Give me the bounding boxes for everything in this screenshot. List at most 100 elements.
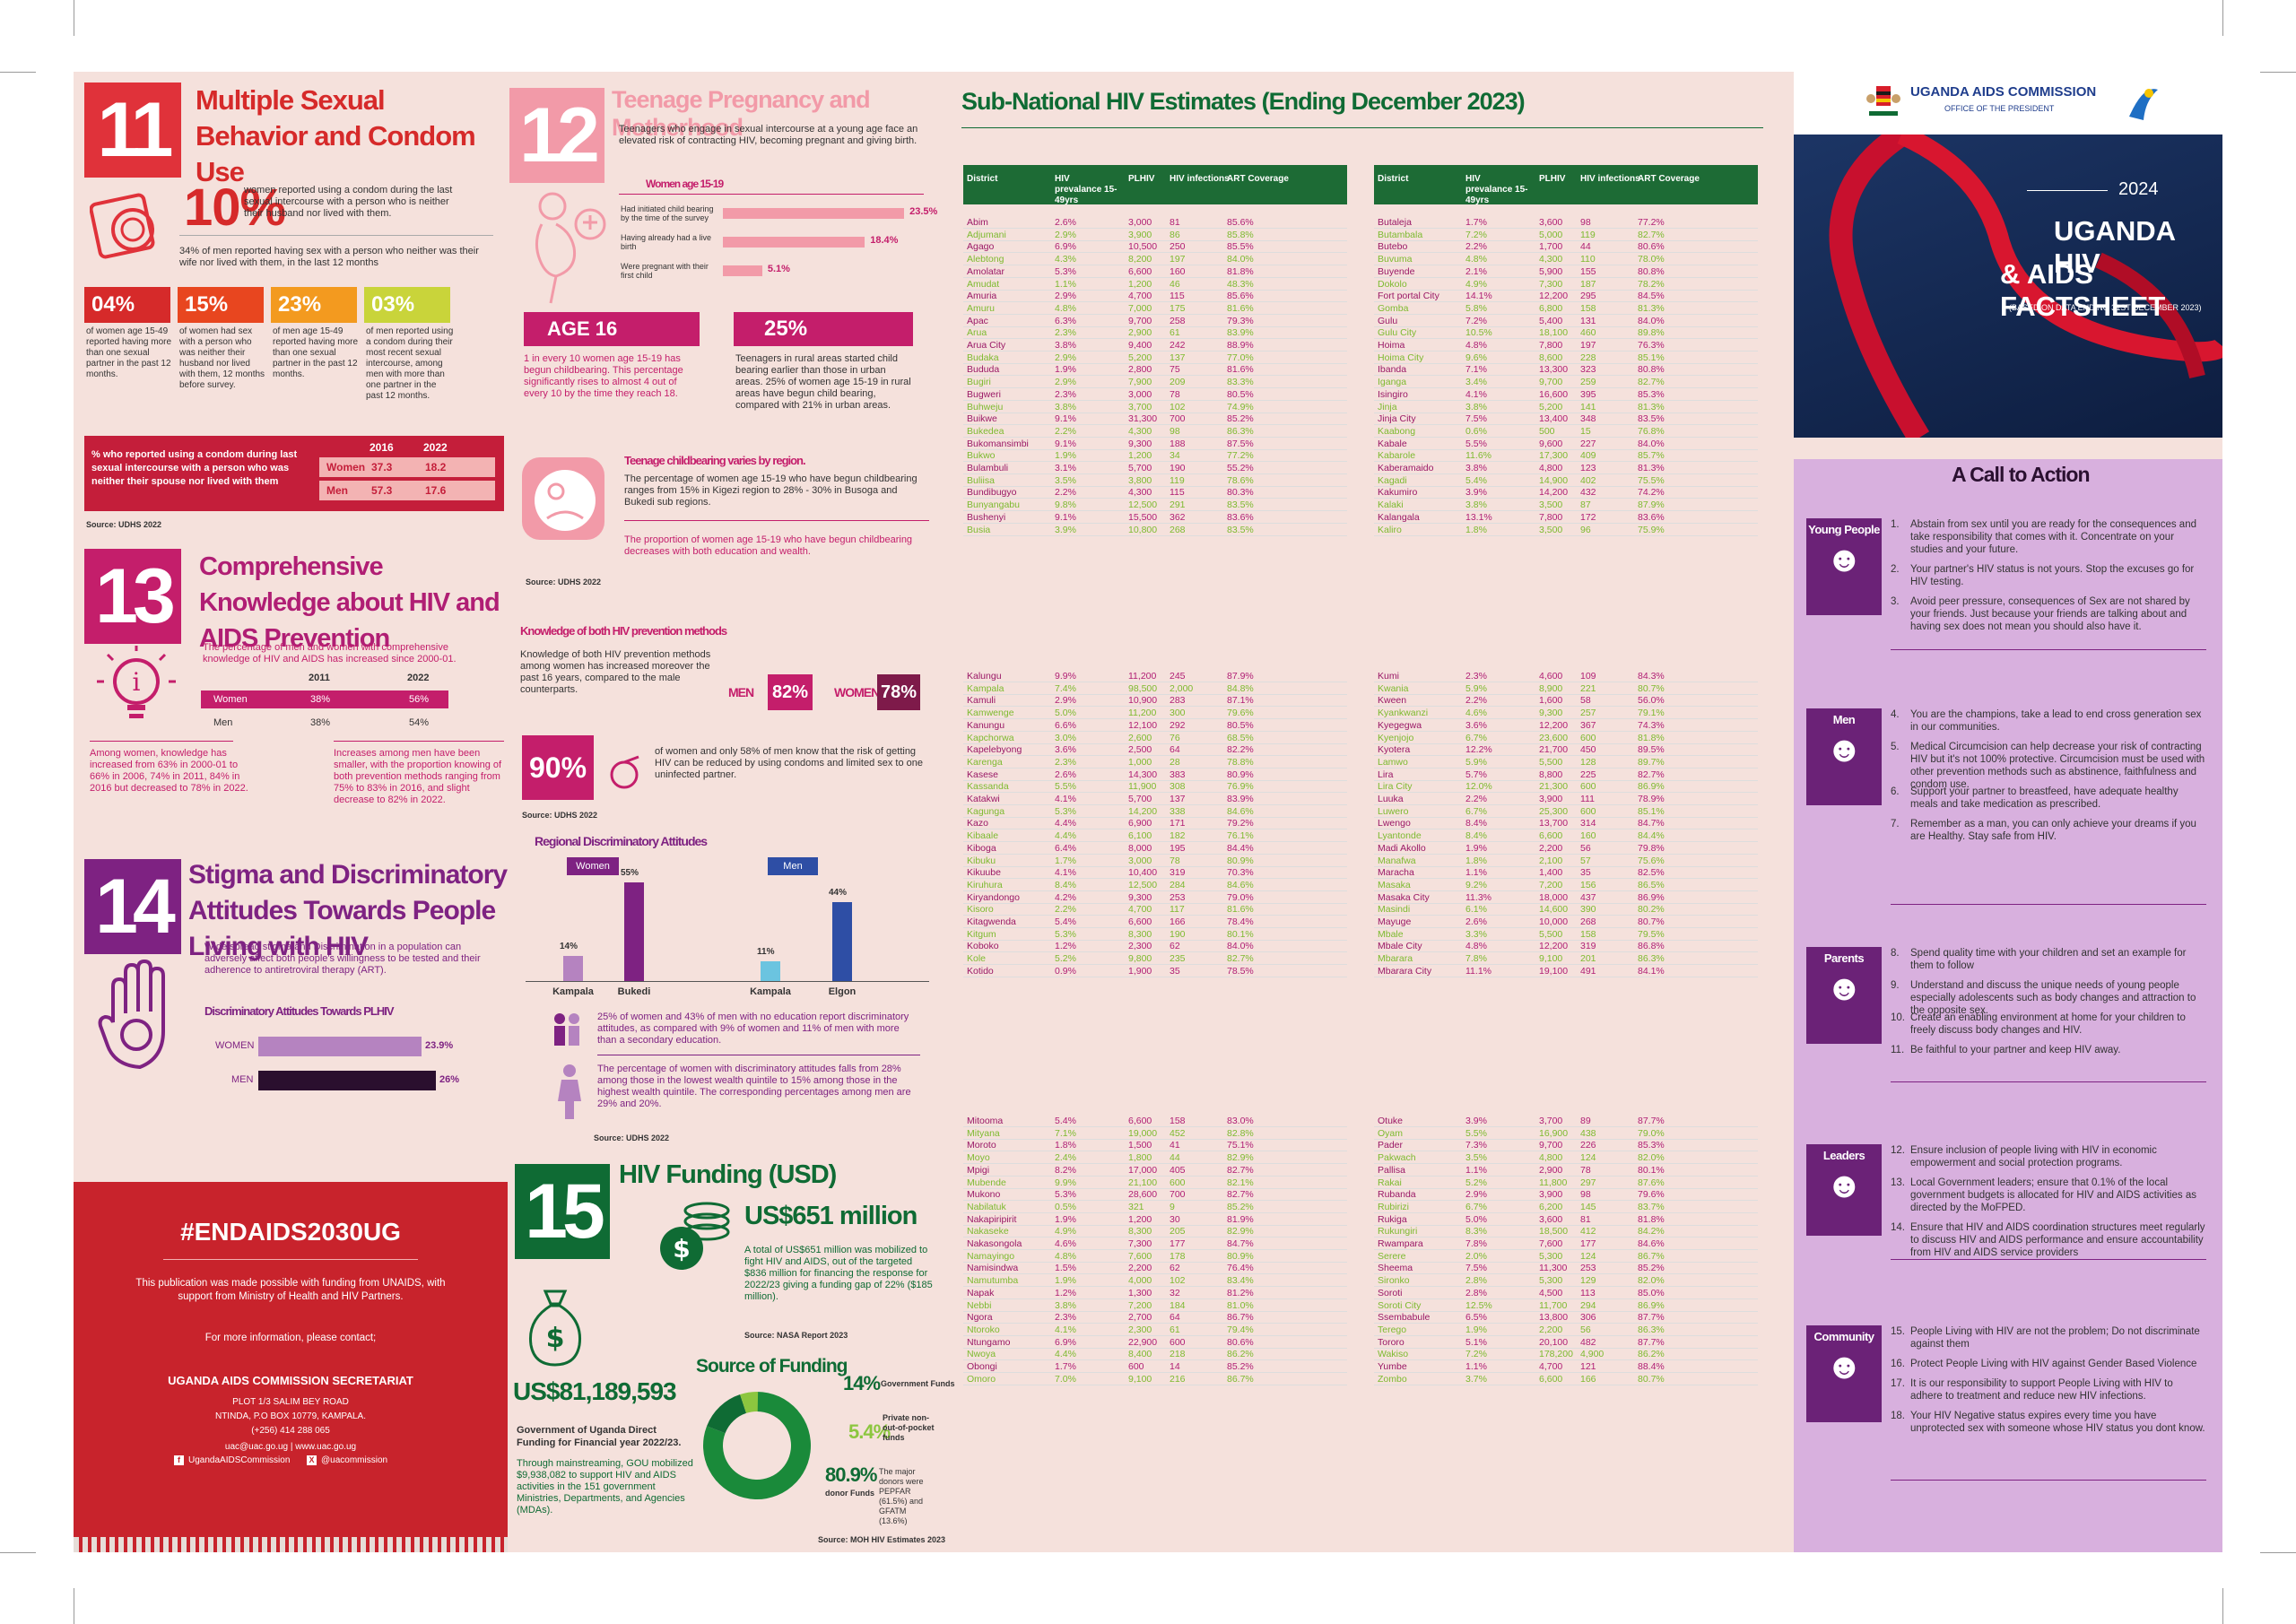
varies-text: The percentage of women age 15-19 who ha… bbox=[624, 473, 918, 508]
table-cell: 395 bbox=[1580, 388, 1596, 400]
table-cell: 87.5% bbox=[1227, 438, 1254, 449]
table-cell: 84.2% bbox=[1638, 1226, 1665, 1238]
table-cell: Kaabong bbox=[1378, 425, 1416, 437]
table-cell: 4.4% bbox=[1055, 1349, 1076, 1360]
cta-item-text: Spend quality time with your children an… bbox=[1910, 948, 2187, 971]
women-value: 23.9% bbox=[425, 1040, 454, 1051]
table-cell: 2,900 bbox=[1128, 327, 1152, 339]
table-row: Bukomansimbi 9.1% 9,300 188 87.5% bbox=[963, 439, 1347, 450]
header-cell: District bbox=[1378, 174, 1409, 184]
table-cell: Budaka bbox=[967, 352, 999, 363]
table-cell: 3.6% bbox=[1055, 744, 1076, 756]
table-cell: Apac bbox=[967, 315, 988, 326]
table-cell: 75.6% bbox=[1638, 855, 1665, 866]
table-row: Hoima City 9.6% 8,600 228 85.1% bbox=[1374, 352, 1758, 364]
table-cell: 6.3% bbox=[1055, 315, 1076, 326]
year-line bbox=[2027, 190, 2108, 191]
table-cell: 74.9% bbox=[1227, 401, 1254, 413]
table-cell: 13,800 bbox=[1539, 1312, 1569, 1324]
men-legend: Men bbox=[768, 857, 818, 875]
table-cell: 87.1% bbox=[1227, 695, 1254, 707]
table-cell: 86.3% bbox=[1227, 425, 1254, 437]
gou-amount: US$81,189,593 bbox=[513, 1377, 677, 1405]
table-cell: 12.0% bbox=[1465, 781, 1492, 793]
endaids-email[interactable]: uac@uac.go.ug | www.uac.go.ug bbox=[224, 1442, 357, 1452]
table-cell: 12,500 bbox=[1128, 499, 1158, 511]
facebook-icon[interactable]: f bbox=[174, 1455, 184, 1465]
divider bbox=[334, 741, 504, 742]
table-row: Arua City 3.8% 9,400 242 88.9% bbox=[963, 340, 1347, 352]
table-cell: 362 bbox=[1170, 511, 1186, 523]
table-row: Bulambuli 3.1% 5,700 190 55.2% bbox=[963, 463, 1347, 474]
table-cell: 30 bbox=[1170, 1213, 1180, 1225]
women-2022: 18.2 bbox=[425, 461, 447, 473]
table-cell: 85.5% bbox=[1227, 241, 1254, 253]
label: Men bbox=[213, 717, 233, 728]
table-cell: 3.8% bbox=[1055, 401, 1076, 413]
table-cell: 83.5% bbox=[1227, 499, 1254, 511]
table-row: Soroti 2.8% 4,500 113 85.0% bbox=[1374, 1288, 1758, 1299]
table-cell: 7,200 bbox=[1539, 879, 1563, 890]
table-cell: Kibuku bbox=[967, 855, 996, 866]
table-cell: 23,600 bbox=[1539, 732, 1569, 743]
table-cell: 4.3% bbox=[1055, 254, 1076, 265]
table-cell: 81.3% bbox=[1638, 463, 1665, 473]
table-cell: 44 bbox=[1580, 241, 1591, 253]
pct90-text: of women and only 58% of men know that t… bbox=[655, 746, 924, 780]
x-icon[interactable]: X bbox=[307, 1455, 317, 1465]
sec14-intro: Wide spread stigma and Discrimination in… bbox=[204, 942, 481, 976]
table-row: Namayingo 4.8% 7,600 178 80.9% bbox=[963, 1251, 1347, 1263]
table-cell: 412 bbox=[1580, 1226, 1596, 1238]
divider bbox=[624, 520, 929, 521]
table-cell: 102 bbox=[1170, 401, 1186, 413]
table-cell: 83.7% bbox=[1638, 1201, 1665, 1212]
cta-item-text: Abstain from sex until you are ready for… bbox=[1910, 519, 2196, 555]
table-cell: Namutumba bbox=[967, 1275, 1019, 1287]
table-cell: 79.4% bbox=[1227, 1324, 1254, 1335]
table-cell: 5,900 bbox=[1539, 265, 1563, 277]
header-cell: ART Coverage bbox=[1227, 174, 1289, 184]
table-cell: 314 bbox=[1580, 818, 1596, 829]
label-men: Men bbox=[326, 484, 348, 497]
table-cell: 175 bbox=[1170, 302, 1186, 314]
endaids-x[interactable]: @uacommission bbox=[321, 1455, 388, 1465]
table-cell: 3,700 bbox=[1128, 401, 1152, 413]
table-cell: 4.6% bbox=[1055, 1238, 1076, 1249]
table-cell: 1,200 bbox=[1128, 278, 1152, 290]
table-cell: 295 bbox=[1580, 291, 1596, 302]
sec11-stat-text: women reported using a condom during the… bbox=[244, 185, 453, 219]
table-cell: 12,200 bbox=[1539, 941, 1569, 952]
table-cell: Madi Akollo bbox=[1378, 842, 1426, 854]
table-cell: 7.8% bbox=[1465, 953, 1487, 965]
table-cell: 5.4% bbox=[1055, 1116, 1076, 1126]
val-2011: 38% bbox=[310, 717, 331, 728]
svg-text:i: i bbox=[133, 667, 141, 697]
table-row: Ibanda 7.1% 13,300 323 80.8% bbox=[1374, 364, 1758, 377]
table-cell: Iganga bbox=[1378, 377, 1407, 388]
table-row: Rubanda 2.9% 3,900 98 79.6% bbox=[1374, 1189, 1758, 1202]
table-cell: Mbarara City bbox=[1378, 965, 1432, 977]
year-2022: 2022 bbox=[423, 441, 448, 454]
table-cell: 85.3% bbox=[1638, 1140, 1665, 1151]
table-row: Ntungamo 6.9% 22,900 600 80.6% bbox=[963, 1337, 1347, 1349]
table-cell: 124 bbox=[1580, 1250, 1596, 1262]
table-cell: Mitooma bbox=[967, 1116, 1004, 1126]
sec11-source: Source: UDHS 2022 bbox=[86, 520, 162, 529]
table-cell: 225 bbox=[1580, 769, 1596, 780]
table-cell: Kapchorwa bbox=[967, 732, 1014, 743]
table-cell: 491 bbox=[1580, 965, 1596, 977]
cta-item: 9. Understand and discuss the unique need… bbox=[1891, 979, 2206, 1016]
table-cell: Mbale bbox=[1378, 928, 1404, 940]
cta-group-icon: Young People ☻ bbox=[1806, 518, 1882, 615]
table-cell: 87.6% bbox=[1638, 1177, 1665, 1188]
table-cell: 5,300 bbox=[1539, 1275, 1563, 1287]
table-cell: 21,700 bbox=[1539, 744, 1569, 756]
table-cell: 9.1% bbox=[1055, 438, 1076, 449]
table-cell: 84.6% bbox=[1227, 805, 1254, 817]
table-row: Mukono 5.3% 28,600 700 82.7% bbox=[963, 1189, 1347, 1202]
endaids-facebook[interactable]: UgandaAIDSCommission bbox=[188, 1455, 291, 1465]
woman-icon bbox=[556, 1064, 583, 1119]
section-15-title: HIV Funding (USD) bbox=[619, 1160, 837, 1189]
cover-title-2: & AIDS FACTSHEET bbox=[2000, 258, 2166, 322]
cta-item: 12. Ensure inclusion of people living wit… bbox=[1891, 1144, 2206, 1169]
